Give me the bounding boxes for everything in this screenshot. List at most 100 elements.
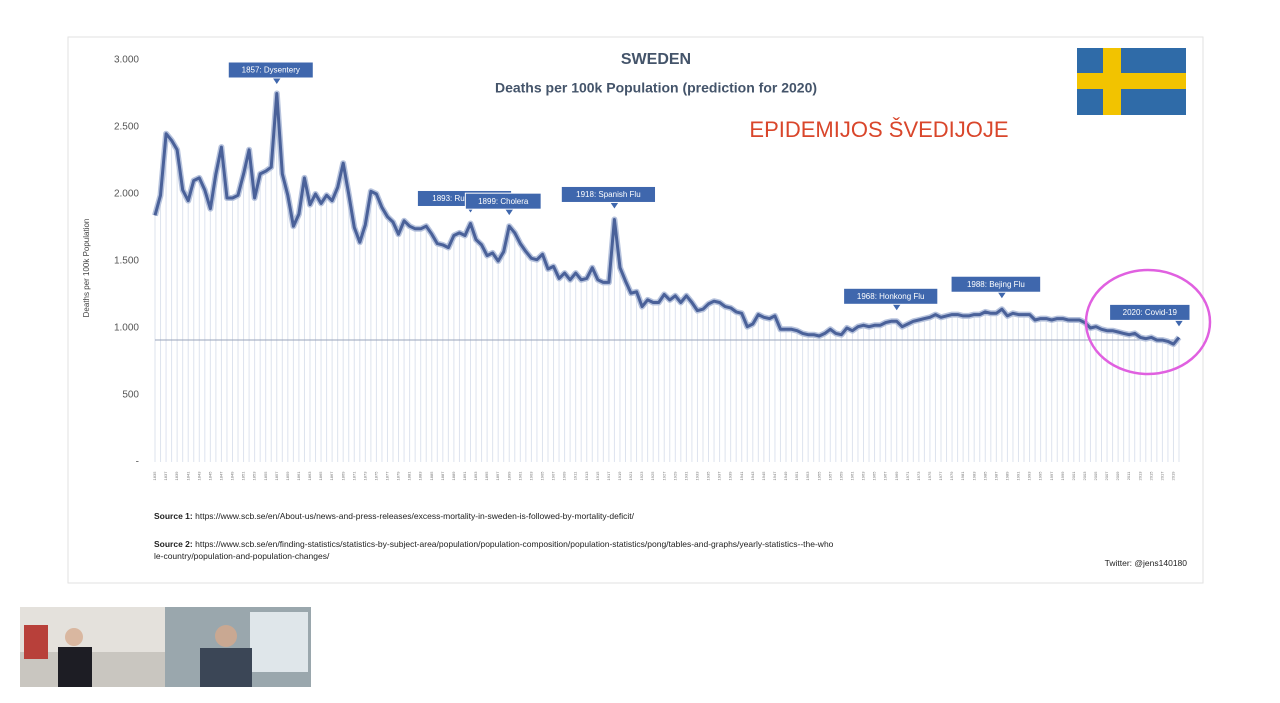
x-tick-label: 2013 [1137, 471, 1142, 481]
x-tick-label: 1935 [706, 471, 711, 481]
source-url: https://www.scb.se/en/About-us/news-and-… [195, 511, 634, 521]
x-tick-label: 1849 [230, 471, 235, 481]
x-tick-label: 1955 [816, 471, 821, 481]
x-tick-label: 2019 [1171, 471, 1176, 481]
x-tick-label: 1957 [827, 471, 832, 481]
x-tick-label: 1961 [849, 471, 854, 481]
x-tick-label: 1879 [396, 471, 401, 481]
annotation-box [950, 275, 1042, 293]
sweden-flag [1077, 48, 1186, 115]
video-window [250, 612, 308, 672]
x-tick-label: 1959 [838, 471, 843, 481]
x-tick-label: 1929 [672, 471, 677, 481]
annotation: 1968: Honkong Flu [843, 287, 939, 311]
overlay-text: EPIDEMIJOS ŠVEDIJOJE [749, 117, 1008, 142]
y-tick-label: 2.500 [114, 122, 139, 133]
x-tick-label: 2007 [1104, 471, 1109, 481]
credit: Twitter: @jens140180 [1104, 558, 1187, 568]
x-tick-label: 1873 [362, 471, 367, 481]
x-tick-label: 1893 [473, 471, 478, 481]
x-tick-label: 1847 [218, 471, 223, 481]
annotation-box [560, 185, 657, 203]
x-tick-label: 1969 [894, 471, 899, 481]
annotation-label: 2020: Covid-19 [1123, 308, 1178, 317]
x-tick-label: 1861 [296, 471, 301, 481]
x-tick-label: 1921 [628, 471, 633, 481]
x-tick-label: 1981 [960, 471, 965, 481]
x-tick-label: 1993 [1027, 471, 1032, 481]
x-tick-label: 1919 [617, 471, 622, 481]
x-tick-label: 1853 [252, 471, 257, 481]
y-tick-label: 1.000 [114, 323, 139, 334]
x-tick-label: 1871 [351, 471, 356, 481]
x-tick-label: 1965 [872, 471, 877, 481]
y-tick-label: 500 [122, 390, 139, 401]
x-tick-label: 1859 [285, 471, 290, 481]
video-person [200, 648, 252, 687]
source-label: Source 2: [154, 539, 193, 549]
y-tick-label: 3.000 [114, 55, 139, 66]
x-tick-label: 1975 [927, 471, 932, 481]
x-tick-label: 1931 [683, 471, 688, 481]
x-tick-label: 1947 [772, 471, 777, 481]
x-tick-label: 1939 [728, 471, 733, 481]
x-tick-label: 1899 [506, 471, 511, 481]
x-tick-label: 1951 [794, 471, 799, 481]
x-tick-label: 2003 [1082, 471, 1087, 481]
x-tick-label: 1857 [274, 471, 279, 481]
annotation-pointer [272, 78, 281, 84]
chart-title: SWEDEN [621, 51, 691, 68]
x-tick-label: 1903 [528, 471, 533, 481]
y-axis-label: Deaths per 100k Population [82, 219, 91, 318]
x-tick-label: 1837 [163, 471, 168, 481]
video-person [215, 625, 237, 647]
x-tick-label: 1885 [429, 471, 434, 481]
annotation-pointer [892, 304, 901, 311]
x-tick-label: 1925 [650, 471, 655, 481]
annotation: 1988: Bejing Flu [950, 275, 1042, 299]
x-tick-label: 1855 [263, 471, 268, 481]
source-url: https://www.scb.se/en/finding-statistics… [154, 539, 834, 561]
x-tick-label: 1949 [783, 471, 788, 481]
annotation: 1918: Spanish Flu [560, 185, 657, 209]
x-tick-label: 1841 [185, 471, 190, 481]
y-tick-label: 2.000 [114, 189, 139, 200]
x-tick-label: 1933 [695, 471, 700, 481]
x-tick-label: 1909 [562, 471, 567, 481]
x-tick-label: 2001 [1071, 471, 1076, 481]
x-tick-label: 1835 [152, 471, 157, 481]
x-tick-label: 1889 [451, 471, 456, 481]
x-tick-label: 1883 [418, 471, 423, 481]
x-tick-label: 1977 [938, 471, 943, 481]
x-tick-label: 1913 [584, 471, 589, 481]
x-tick-label: 1911 [573, 471, 578, 480]
annotation-label: 1988: Bejing Flu [967, 280, 1025, 289]
x-tick-label: 1995 [1038, 471, 1043, 481]
flag-cross [1077, 73, 1186, 89]
x-tick-label: 1917 [606, 471, 611, 481]
y-tick-label: - [136, 457, 139, 468]
x-tick-label: 1863 [307, 471, 312, 481]
x-tick-label: 1989 [1004, 471, 1009, 481]
source-1: Source 1: https://www.scb.se/en/About-us… [154, 510, 854, 522]
annotation-label: 1918: Spanish Flu [576, 190, 641, 199]
x-tick-label: 2009 [1115, 471, 1120, 481]
x-tick-label: 1881 [407, 471, 412, 481]
x-tick-label: 1843 [196, 471, 201, 481]
x-tick-label: 2011 [1126, 471, 1131, 480]
x-tick-label: 1997 [1049, 471, 1054, 481]
x-tick-label: 1963 [861, 471, 866, 481]
plot: - 500 1.000 1.500 2.000 2.500 3.000 1835 1837 183… [114, 55, 1191, 481]
video-person [65, 628, 83, 646]
x-tick-label: 1839 [174, 471, 179, 481]
source-label: Source 1: [154, 511, 193, 521]
highlight-circle [1084, 268, 1212, 376]
x-tick-label: 1845 [207, 471, 212, 481]
x-tick-label: 1973 [916, 471, 921, 481]
x-tick-label: 1953 [805, 471, 810, 481]
chart-subtitle: Deaths per 100k Population (prediction f… [495, 80, 817, 96]
x-tick-label: 1991 [1016, 471, 1021, 481]
source-2: Source 2: https://www.scb.se/en/finding-… [154, 538, 834, 562]
